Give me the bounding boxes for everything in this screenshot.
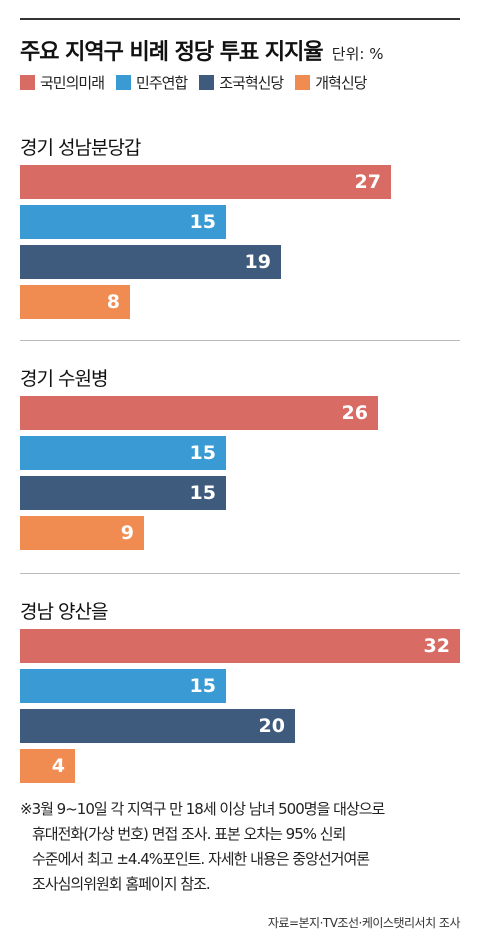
bar-value-label: 8 xyxy=(106,291,120,313)
footnote: ※3월 9~10일 각 지역구 만 18세 이상 남녀 500명을 대상으로 휴… xyxy=(20,797,470,897)
legend-label: 민주연합 xyxy=(136,74,188,92)
legend-swatch xyxy=(199,75,215,90)
bar-value-label: 15 xyxy=(189,675,216,697)
footnote-line: 휴대전화(가상 번호) 면접 조사. 표본 오차는 95% 신뢰 xyxy=(32,825,346,843)
bar-democratic-alliance: 15 xyxy=(20,436,226,470)
bar-reform-party: 4 xyxy=(20,749,75,783)
bar-reform-party: 8 xyxy=(20,285,130,319)
group-title: 경남 양산을 xyxy=(20,601,108,623)
legend-item-democratic-alliance: 민주연합 xyxy=(116,72,188,93)
legend-item-reform-party: 개혁신당 xyxy=(295,72,367,93)
source-credit: 자료=본지·TV조선·케이스탯리서치 조사 xyxy=(267,916,461,930)
legend-label: 개혁신당 xyxy=(315,74,367,92)
bar-rebuilding-korea: 19 xyxy=(20,245,281,279)
legend-swatch xyxy=(116,75,132,90)
legend-swatch xyxy=(20,75,35,90)
bar-democratic-alliance: 15 xyxy=(20,669,226,703)
bar-value-label: 20 xyxy=(258,715,285,737)
bar-ppp: 26 xyxy=(20,396,378,430)
top-rule xyxy=(20,18,460,20)
bar-reform-party: 9 xyxy=(20,516,144,550)
chart-header: 주요 지역구 비례 정당 투표 지지율 단위: % xyxy=(20,34,460,66)
bar-value-label: 32 xyxy=(423,635,450,657)
legend-swatch xyxy=(295,75,311,90)
legend-label: 국민의미래 xyxy=(40,74,105,92)
footnote-line: 조사심의위원회 홈페이지 참조. xyxy=(32,875,211,893)
group-title: 경기 성남분당갑 xyxy=(20,137,141,159)
legend-item-rebuilding-korea: 조국혁신당 xyxy=(199,72,284,93)
bar-value-label: 19 xyxy=(244,251,271,273)
legend-label: 조국혁신당 xyxy=(219,74,284,92)
group-divider xyxy=(20,340,460,341)
bar-value-label: 9 xyxy=(120,522,134,544)
bar-value-label: 27 xyxy=(354,171,381,193)
bar-ppp: 32 xyxy=(20,629,460,663)
footnote-line: 수준에서 최고 ±4.4%포인트. 자세한 내용은 중앙선거여론 xyxy=(32,850,370,868)
bar-value-label: 15 xyxy=(189,442,216,464)
bar-value-label: 4 xyxy=(51,755,65,777)
legend: 국민의미래 민주연합 조국혁신당 개혁신당 xyxy=(20,72,470,93)
group-divider xyxy=(20,573,460,574)
unit-label: 단위: % xyxy=(331,45,384,63)
bar-rebuilding-korea: 20 xyxy=(20,709,295,743)
bar-ppp: 27 xyxy=(20,165,391,199)
group-title: 경기 수원병 xyxy=(20,368,108,390)
footnote-line: ※3월 9~10일 각 지역구 만 18세 이상 남녀 500명을 대상으로 xyxy=(20,800,385,818)
bar-value-label: 26 xyxy=(341,402,368,424)
bar-value-label: 15 xyxy=(189,482,216,504)
bar-value-label: 15 xyxy=(189,211,216,233)
bar-democratic-alliance: 15 xyxy=(20,205,226,239)
chart-title: 주요 지역구 비례 정당 투표 지지율 xyxy=(20,40,324,65)
legend-item-ppp: 국민의미래 xyxy=(20,72,105,93)
bar-rebuilding-korea: 15 xyxy=(20,476,226,510)
